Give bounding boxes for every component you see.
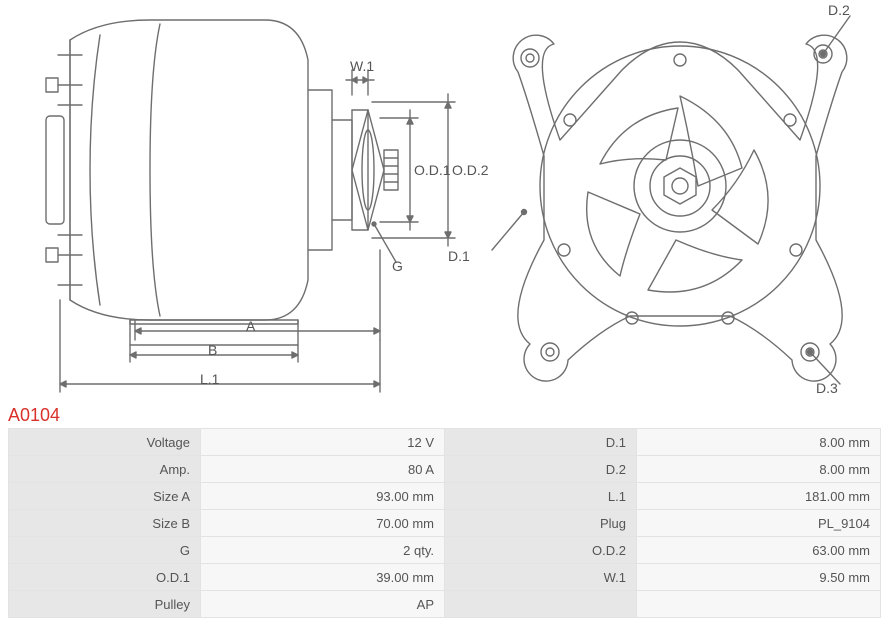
- table-row: Pulley AP: [9, 591, 881, 618]
- spec-value: [637, 591, 881, 618]
- spec-key: Size A: [9, 483, 201, 510]
- label-a: A: [246, 318, 255, 334]
- label-d1: D.1: [448, 248, 470, 264]
- spec-value: PL_9104: [637, 510, 881, 537]
- spec-value: 181.00 mm: [637, 483, 881, 510]
- spec-key: O.D.1: [9, 564, 201, 591]
- label-b: B: [208, 342, 217, 358]
- table-row: O.D.1 39.00 mm W.1 9.50 mm: [9, 564, 881, 591]
- spec-key: Size B: [9, 510, 201, 537]
- spec-key: D.1: [445, 429, 637, 456]
- table-row: Size B 70.00 mm Plug PL_9104: [9, 510, 881, 537]
- spec-key: D.2: [445, 456, 637, 483]
- label-g: G: [392, 258, 403, 274]
- spec-value: 39.00 mm: [201, 564, 445, 591]
- diagram-area: W.1 O.D.1 O.D.2 G A B L.1: [0, 0, 889, 405]
- spec-key: Amp.: [9, 456, 201, 483]
- spec-key: L.1: [445, 483, 637, 510]
- spec-key: G: [9, 537, 201, 564]
- label-w1: W.1: [350, 58, 374, 74]
- front-view-svg: [480, 0, 880, 400]
- table-row: Size A 93.00 mm L.1 181.00 mm: [9, 483, 881, 510]
- spec-key: Voltage: [9, 429, 201, 456]
- label-d3: D.3: [816, 380, 838, 396]
- spec-value: 12 V: [201, 429, 445, 456]
- spec-key: O.D.2: [445, 537, 637, 564]
- spec-value: 63.00 mm: [637, 537, 881, 564]
- spec-value: 8.00 mm: [637, 429, 881, 456]
- spec-value: 9.50 mm: [637, 564, 881, 591]
- table-row: Voltage 12 V D.1 8.00 mm: [9, 429, 881, 456]
- spec-value: 2 qty.: [201, 537, 445, 564]
- spec-value: 93.00 mm: [201, 483, 445, 510]
- label-l1: L.1: [200, 371, 219, 387]
- spec-key: W.1: [445, 564, 637, 591]
- label-od1: O.D.1: [414, 162, 451, 178]
- spec-value: AP: [201, 591, 445, 618]
- label-d2: D.2: [828, 2, 850, 18]
- table-row: Amp. 80 A D.2 8.00 mm: [9, 456, 881, 483]
- table-row: G 2 qty. O.D.2 63.00 mm: [9, 537, 881, 564]
- spec-table: Voltage 12 V D.1 8.00 mm Amp. 80 A D.2 8…: [8, 428, 881, 618]
- spec-value: 70.00 mm: [201, 510, 445, 537]
- spec-key: [445, 591, 637, 618]
- part-number: A0104: [8, 405, 60, 426]
- side-view-svg: [0, 0, 470, 405]
- spec-value: 80 A: [201, 456, 445, 483]
- spec-key: Pulley: [9, 591, 201, 618]
- spec-key: Plug: [445, 510, 637, 537]
- spec-value: 8.00 mm: [637, 456, 881, 483]
